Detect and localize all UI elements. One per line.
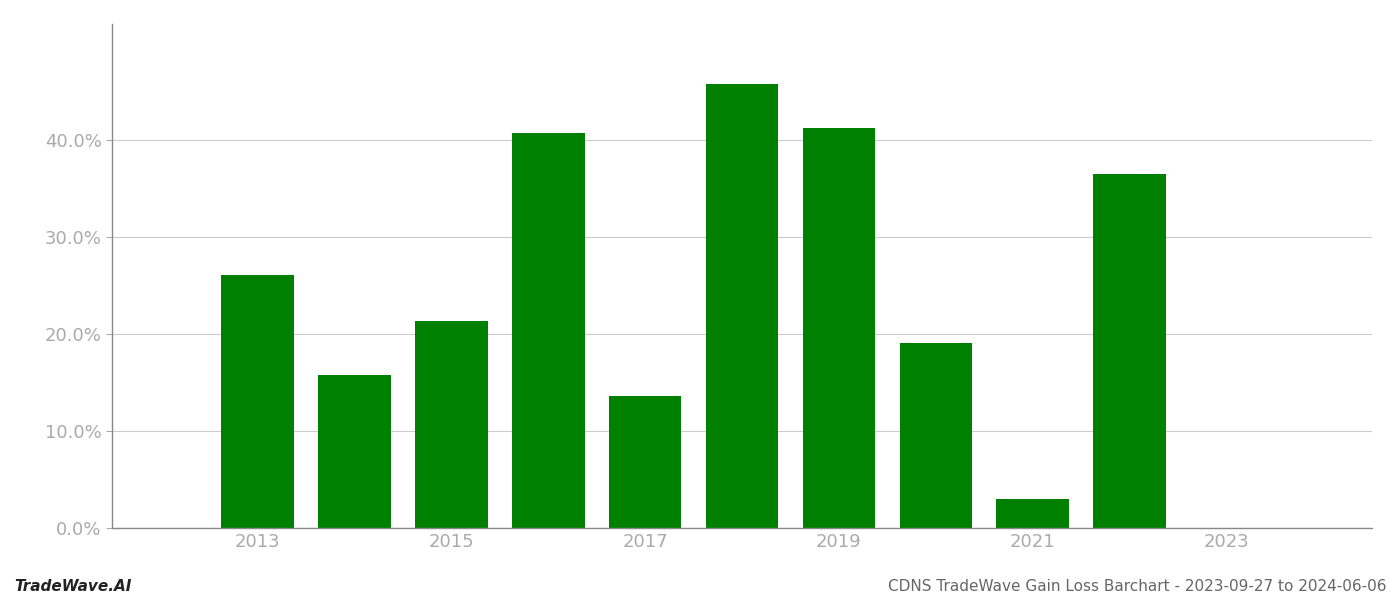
Bar <box>706 84 778 528</box>
Bar <box>318 375 391 528</box>
Bar <box>1093 174 1166 528</box>
Bar <box>900 343 972 528</box>
Bar <box>997 499 1070 528</box>
Bar <box>512 133 585 528</box>
Bar <box>609 396 682 528</box>
Bar <box>414 320 487 528</box>
Text: TradeWave.AI: TradeWave.AI <box>14 579 132 594</box>
Text: CDNS TradeWave Gain Loss Barchart - 2023-09-27 to 2024-06-06: CDNS TradeWave Gain Loss Barchart - 2023… <box>888 579 1386 594</box>
Bar <box>802 128 875 528</box>
Bar <box>221 275 294 528</box>
